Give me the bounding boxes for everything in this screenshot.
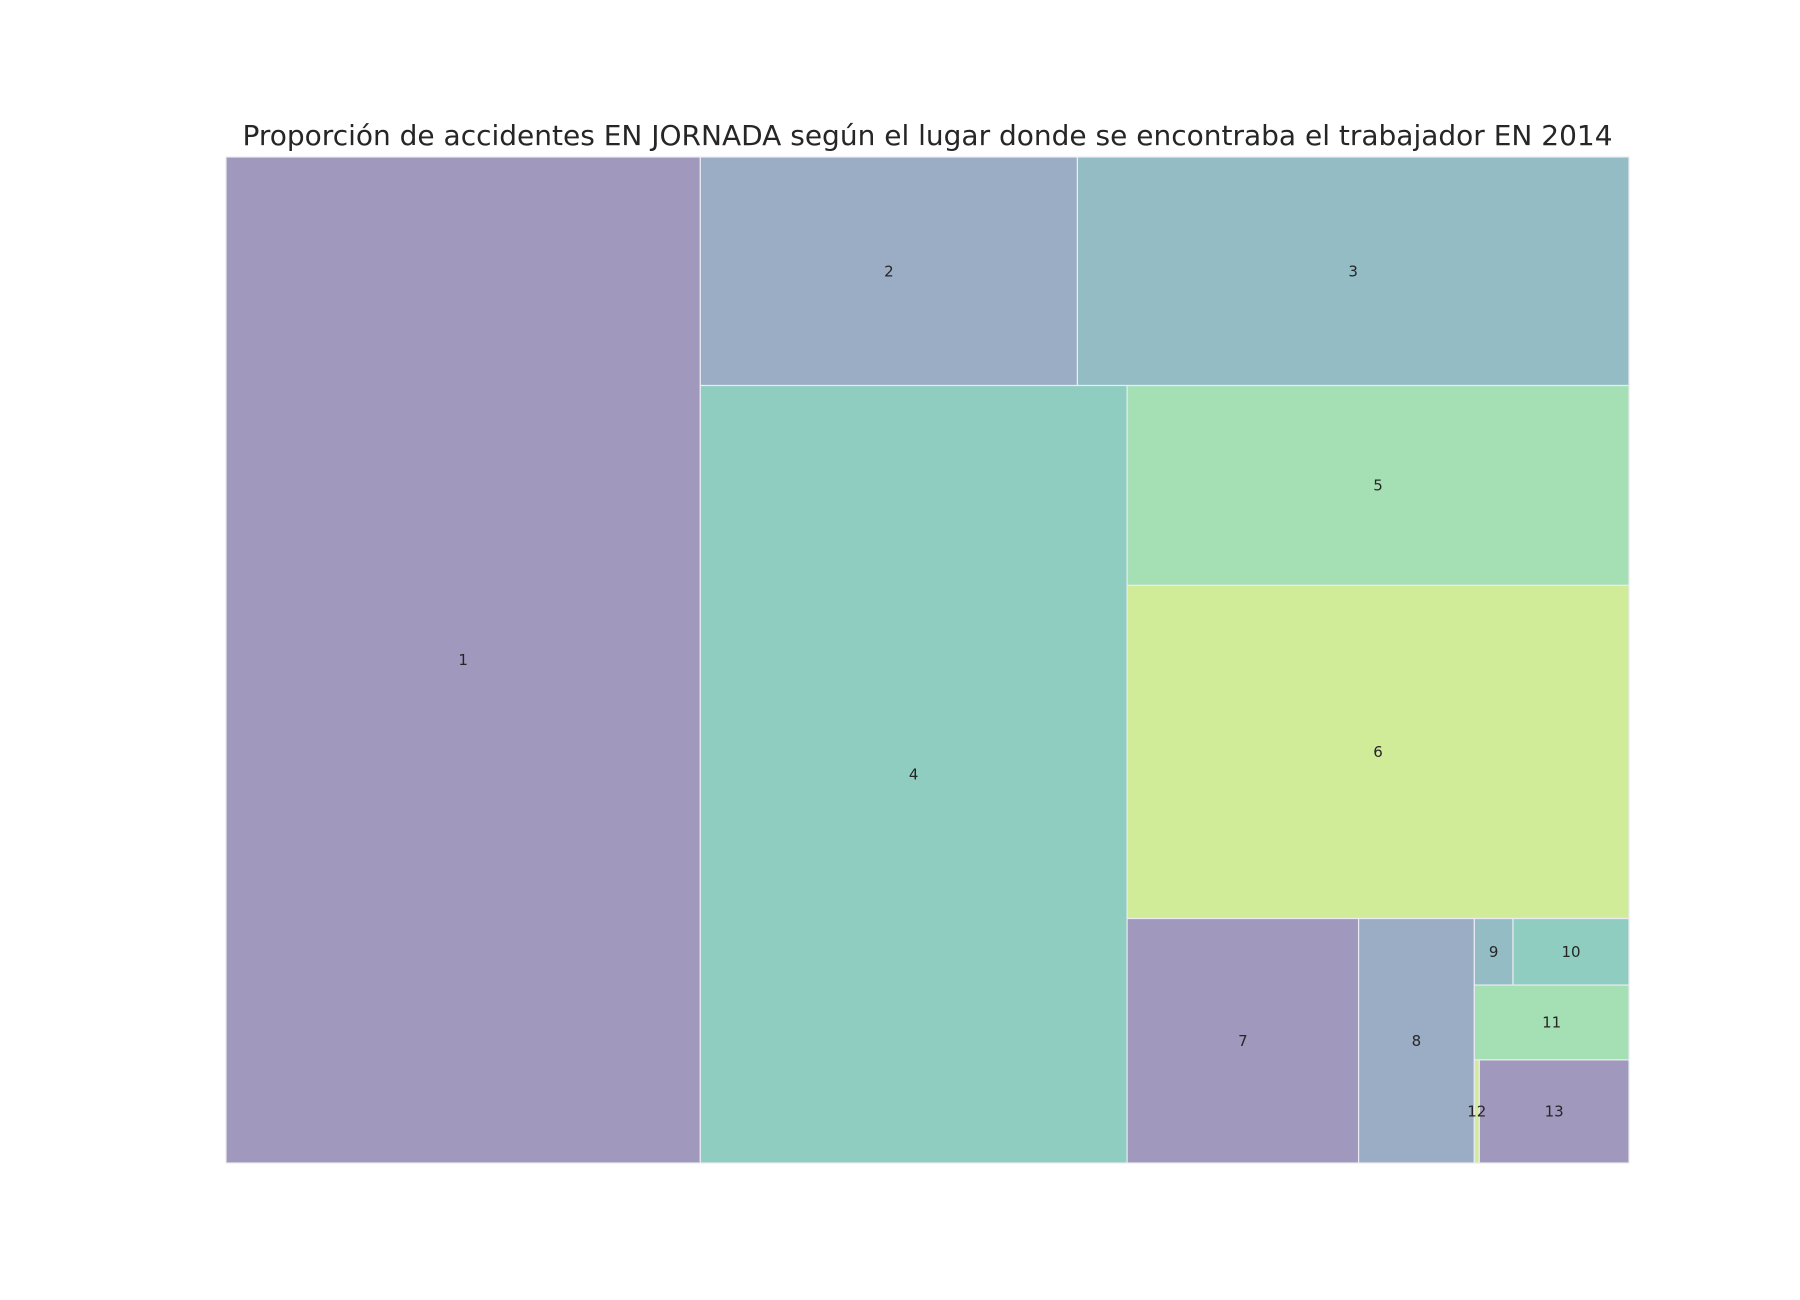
treemap-label-9: 9 xyxy=(1489,943,1499,961)
treemap-label-11: 11 xyxy=(1542,1013,1561,1031)
treemap-label-7: 7 xyxy=(1238,1032,1248,1050)
treemap-label-8: 8 xyxy=(1412,1032,1422,1050)
treemap-label-13: 13 xyxy=(1545,1102,1564,1120)
treemap-tile-1 xyxy=(225,156,701,1164)
treemap-tile-4 xyxy=(699,384,1128,1164)
treemap-tile-2 xyxy=(699,156,1079,387)
treemap-tiles xyxy=(225,156,1630,1164)
chart-title: Proporción de accidentes EN JORNADA segú… xyxy=(242,119,1613,152)
treemap-label-5: 5 xyxy=(1373,476,1383,494)
treemap-tile-13 xyxy=(1478,1059,1630,1164)
treemap-label-3: 3 xyxy=(1348,262,1358,280)
treemap-label-12: 12 xyxy=(1467,1102,1486,1120)
treemap-tile-9 xyxy=(1473,917,1514,986)
treemap-label-2: 2 xyxy=(884,262,894,280)
treemap-label-10: 10 xyxy=(1561,943,1580,961)
treemap-label-6: 6 xyxy=(1373,743,1383,761)
treemap-tile-3 xyxy=(1076,156,1630,387)
treemap-tile-7 xyxy=(1126,917,1360,1164)
treemap-tile-6 xyxy=(1126,584,1630,920)
treemap-tile-8 xyxy=(1357,917,1475,1164)
treemap-label-4: 4 xyxy=(909,765,919,783)
treemap-tile-10 xyxy=(1512,917,1630,986)
treemap-label-1: 1 xyxy=(458,651,468,669)
